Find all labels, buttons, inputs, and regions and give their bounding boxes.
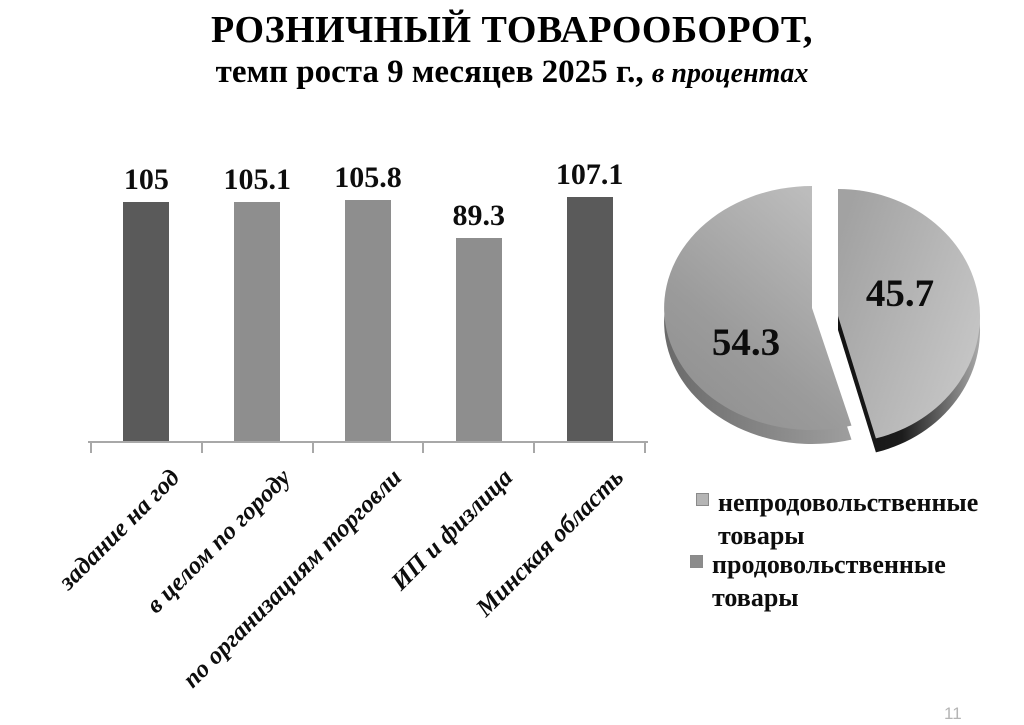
bar-chart: 105 задание на год 105.1 в целом по городу 1… xyxy=(54,158,648,694)
category-label: ИП и физлица xyxy=(386,464,518,596)
legend-entry-nonfood: непродовольственные товары xyxy=(696,486,1018,552)
category-label: Минская область xyxy=(470,464,629,622)
bar-value-label: 107.1 xyxy=(555,158,624,192)
bar-value-label: 105 xyxy=(123,162,169,196)
chart-title: РОЗНИЧНЫЙ ТОВАРООБОРОТ, темп роста 9 мес… xyxy=(0,9,1024,90)
title-line-1: РОЗНИЧНЫЙ ТОВАРООБОРОТ, xyxy=(211,9,813,51)
title-line-2: темп роста 9 месяцев 2025 г., в процента… xyxy=(0,54,1024,90)
category-label: в целом по городу xyxy=(141,464,297,619)
legend-label-nonfood: непродовольственные товары xyxy=(718,488,979,550)
axis-tick xyxy=(90,441,92,453)
pie-slice-nonfood xyxy=(838,189,981,439)
bar-value-label: 89.3 xyxy=(452,198,506,232)
axis-tick xyxy=(644,441,646,453)
pie-label-nonfood: 45.7 xyxy=(866,272,934,315)
legend-entry-food: продовольственные товары xyxy=(690,548,1012,614)
legend-swatch xyxy=(696,493,709,506)
pie-svg: 54.3 45.7 xyxy=(664,186,981,453)
title-units: в процентах xyxy=(651,57,809,89)
category-axis xyxy=(88,441,648,443)
pie-slice-food xyxy=(664,186,852,430)
axis-tick xyxy=(422,441,425,453)
bar-1 xyxy=(123,201,170,441)
bar-value-label: 105.8 xyxy=(334,161,402,195)
pie-label-food: 54.3 xyxy=(712,321,780,364)
legend-swatch xyxy=(690,555,703,568)
legend-label-food: продовольственные товары xyxy=(712,550,946,612)
title-line-2-main: темп роста 9 месяцев 2025 г., xyxy=(215,53,644,90)
pie-chart: 54.3 45.7 xyxy=(645,150,1020,475)
axis-tick xyxy=(311,441,314,453)
bar-value-label: 105.1 xyxy=(223,162,291,196)
bar-2 xyxy=(234,201,281,441)
bar-3 xyxy=(345,200,391,441)
bar-4 xyxy=(455,237,502,441)
bar-5 xyxy=(566,197,613,441)
category-label: по организациям торговли xyxy=(177,464,408,694)
page-number: 11 xyxy=(944,704,962,723)
axis-tick xyxy=(200,441,203,453)
axis-tick xyxy=(533,441,536,453)
